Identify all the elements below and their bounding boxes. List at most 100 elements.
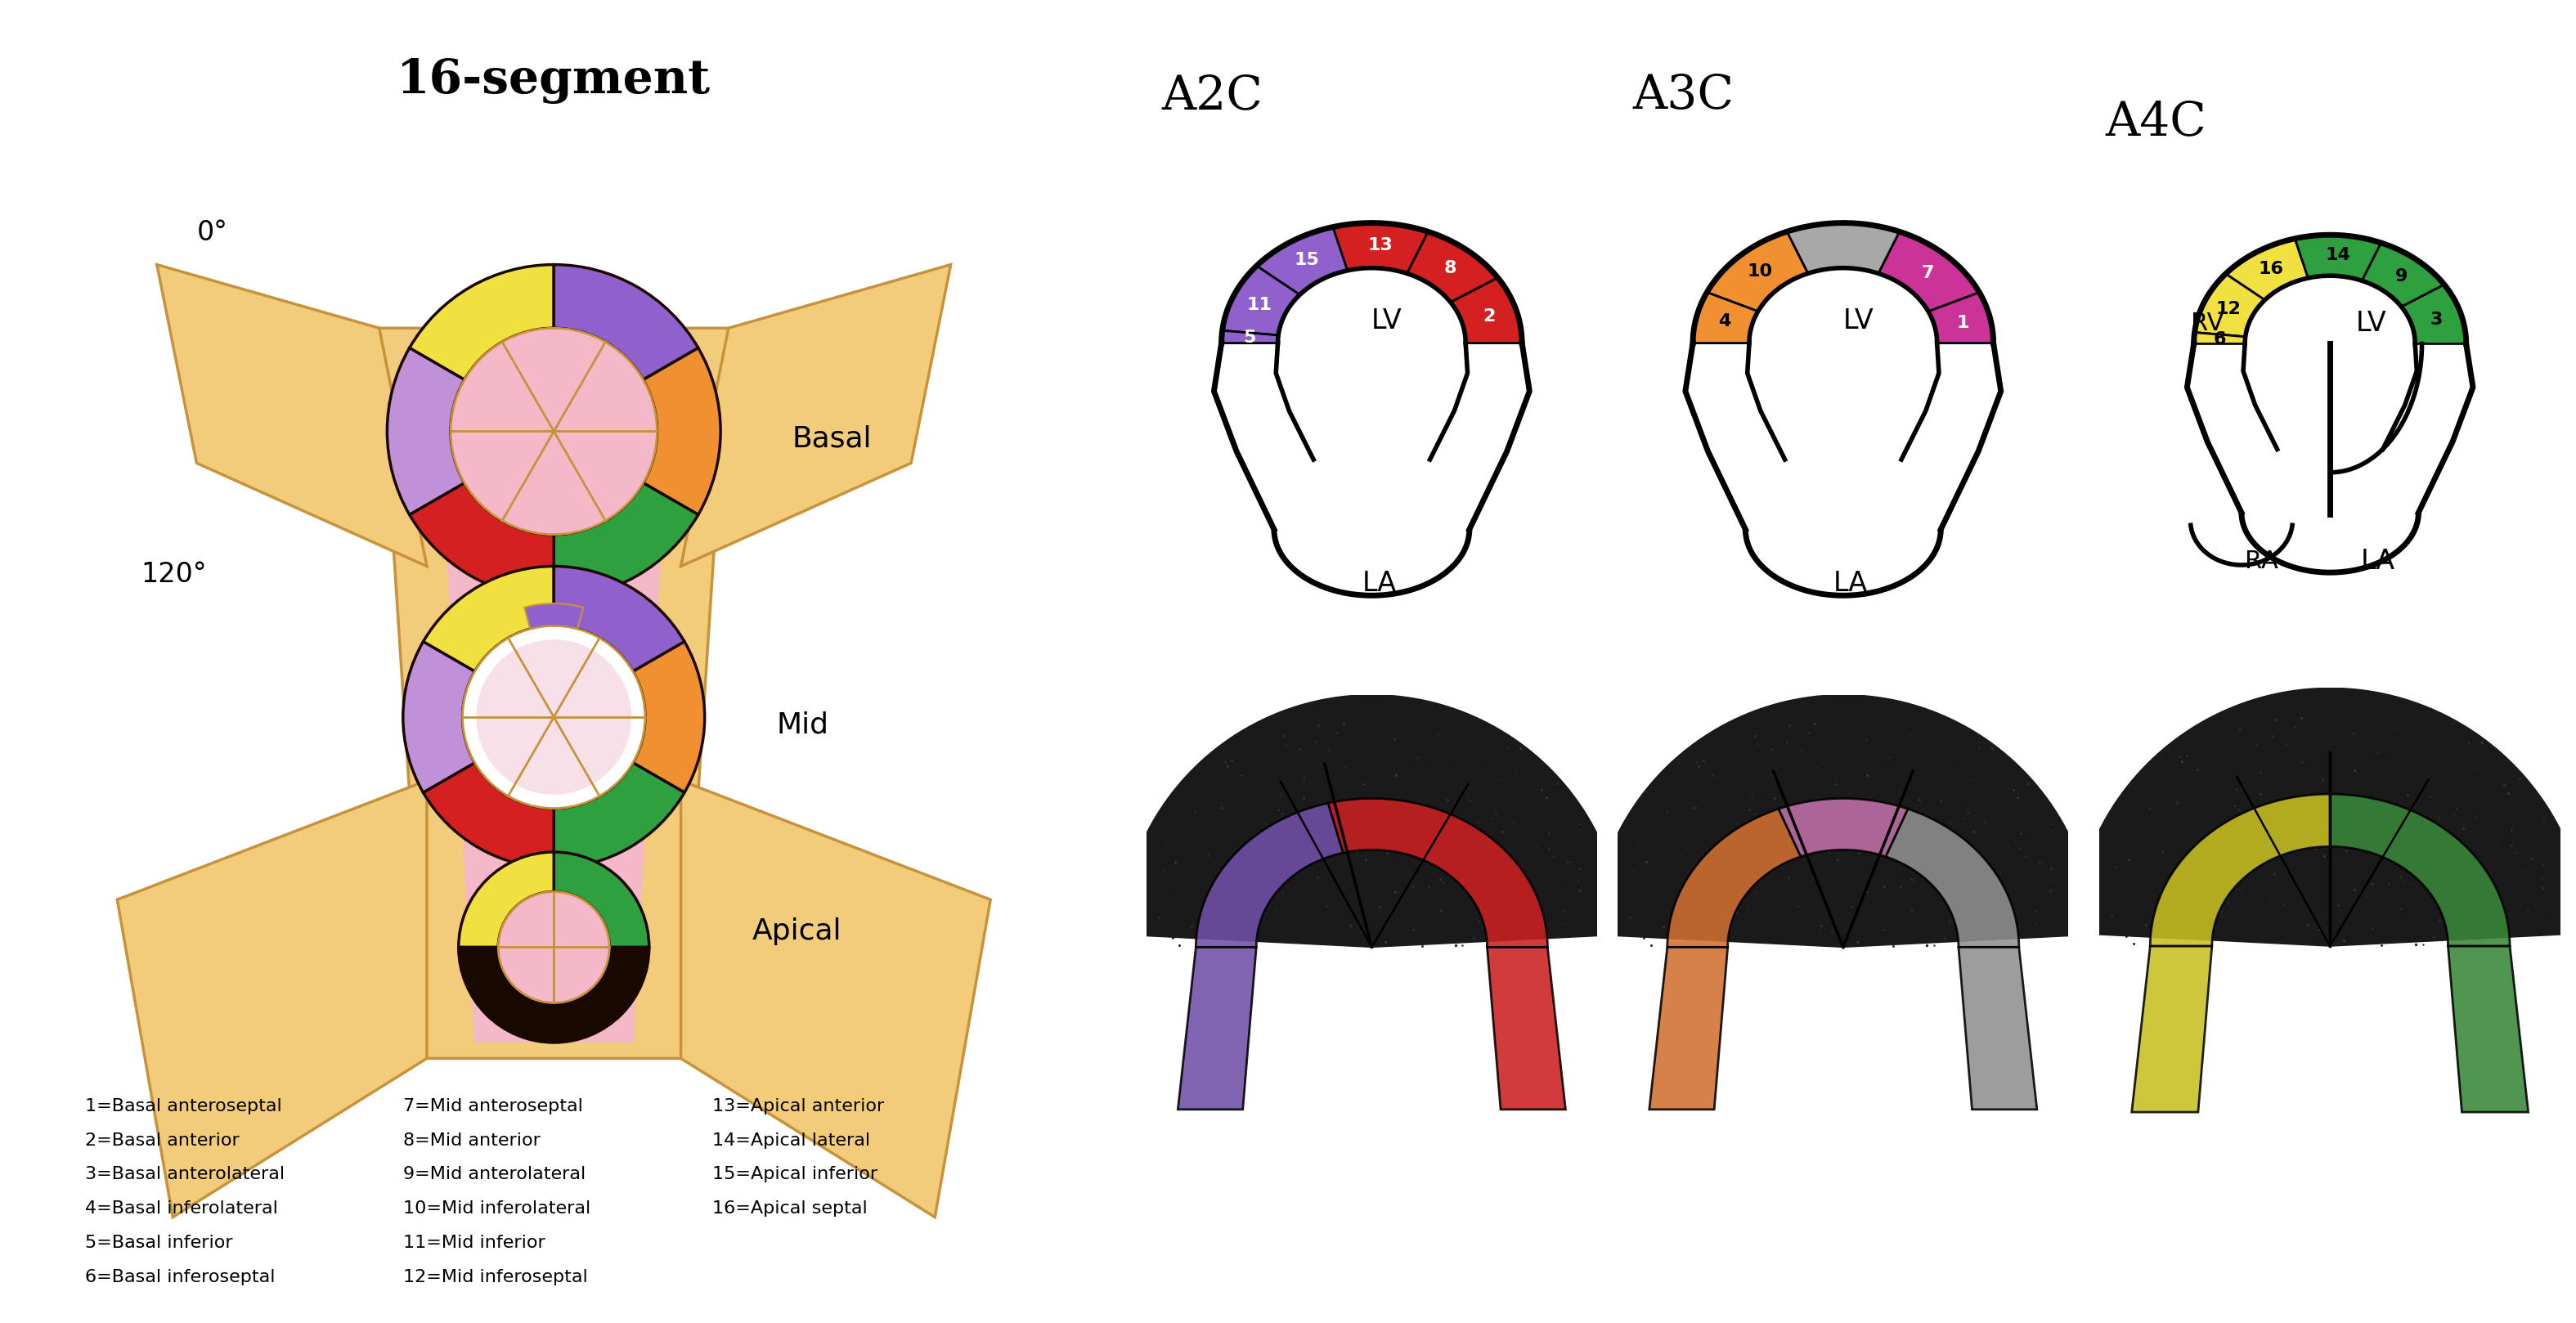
Polygon shape: [1667, 808, 1801, 947]
Wedge shape: [554, 762, 685, 868]
Polygon shape: [2401, 284, 2465, 344]
Text: 5=Basal inferior: 5=Basal inferior: [85, 1234, 234, 1252]
Wedge shape: [554, 852, 649, 947]
Wedge shape: [459, 947, 649, 1043]
Text: 15=Apical inferior: 15=Apical inferior: [714, 1167, 878, 1183]
Text: 10=Mid inferolateral: 10=Mid inferolateral: [402, 1200, 590, 1217]
Polygon shape: [1121, 695, 1623, 947]
Text: 14: 14: [2326, 247, 2349, 263]
Text: 14=Apical lateral: 14=Apical lateral: [714, 1132, 871, 1148]
Text: 12: 12: [2215, 302, 2241, 318]
Wedge shape: [634, 642, 706, 792]
Polygon shape: [1195, 803, 1342, 947]
Polygon shape: [435, 344, 672, 1043]
Wedge shape: [554, 483, 698, 598]
Circle shape: [497, 892, 611, 1003]
Text: 1: 1: [1955, 315, 1968, 331]
Text: 16: 16: [2259, 261, 2285, 277]
Text: 120°: 120°: [142, 561, 206, 587]
Circle shape: [451, 328, 657, 534]
Text: 7: 7: [1922, 265, 1935, 280]
Text: 9: 9: [2396, 267, 2409, 284]
Text: 6: 6: [2213, 331, 2226, 348]
Text: 4=Basal inferolateral: 4=Basal inferolateral: [85, 1200, 278, 1217]
Text: 3: 3: [2429, 311, 2442, 328]
Text: 16=Apical septal: 16=Apical septal: [714, 1200, 868, 1217]
Polygon shape: [1450, 278, 1522, 343]
Polygon shape: [1332, 222, 1427, 274]
Wedge shape: [422, 762, 554, 868]
Text: A2C: A2C: [1162, 73, 1262, 119]
Wedge shape: [422, 566, 554, 672]
Text: 15: 15: [1293, 253, 1319, 269]
Text: 11: 11: [1247, 296, 1273, 314]
Text: LV: LV: [1842, 307, 1873, 333]
Text: Mid: Mid: [775, 710, 829, 738]
Polygon shape: [2133, 946, 2213, 1113]
Polygon shape: [1886, 808, 2020, 947]
Text: 12=Mid inferoseptal: 12=Mid inferoseptal: [402, 1269, 587, 1285]
Polygon shape: [1177, 947, 1257, 1110]
Polygon shape: [1329, 799, 1548, 947]
Polygon shape: [1692, 292, 1757, 343]
Text: LA: LA: [1363, 570, 1396, 597]
Polygon shape: [157, 265, 428, 566]
Polygon shape: [2331, 794, 2509, 946]
Wedge shape: [410, 265, 554, 380]
Text: LA: LA: [1834, 570, 1868, 597]
Polygon shape: [1708, 232, 1808, 311]
Wedge shape: [402, 642, 474, 792]
Wedge shape: [386, 348, 464, 515]
Text: 9=Mid anterolateral: 9=Mid anterolateral: [402, 1167, 585, 1183]
Text: RA: RA: [2246, 550, 2280, 573]
Polygon shape: [1406, 232, 1497, 302]
Polygon shape: [2226, 238, 2308, 300]
Wedge shape: [554, 566, 685, 672]
Polygon shape: [680, 265, 951, 566]
Polygon shape: [2151, 794, 2331, 946]
Text: 11=Mid inferior: 11=Mid inferior: [402, 1234, 546, 1252]
Polygon shape: [2195, 332, 2246, 344]
Polygon shape: [1257, 228, 1347, 295]
Text: 16-segment: 16-segment: [397, 58, 711, 105]
Polygon shape: [2362, 243, 2445, 307]
Text: 2: 2: [1484, 308, 1497, 324]
Circle shape: [464, 626, 644, 808]
Text: LA: LA: [2360, 548, 2396, 576]
Text: 8=Mid anterior: 8=Mid anterior: [402, 1132, 541, 1148]
Polygon shape: [2295, 235, 2380, 280]
Polygon shape: [1878, 232, 1978, 311]
Text: 13: 13: [1368, 238, 1394, 254]
Text: 0°: 0°: [196, 220, 227, 246]
Polygon shape: [379, 328, 729, 1058]
Text: LV: LV: [1370, 307, 1401, 333]
Text: 3=Basal anterolateral: 3=Basal anterolateral: [85, 1167, 286, 1183]
Circle shape: [477, 639, 631, 795]
Text: A3C: A3C: [1633, 73, 1734, 119]
Polygon shape: [1777, 799, 1909, 857]
Polygon shape: [1649, 947, 1728, 1110]
Wedge shape: [410, 483, 554, 598]
Polygon shape: [1221, 331, 1278, 343]
Polygon shape: [116, 781, 428, 1217]
Polygon shape: [1486, 947, 1566, 1110]
Text: 13=Apical anterior: 13=Apical anterior: [714, 1098, 884, 1114]
Polygon shape: [2071, 688, 2576, 946]
Text: 10: 10: [1747, 263, 1772, 280]
Polygon shape: [2447, 946, 2527, 1113]
Text: 1: 1: [1234, 388, 1247, 404]
Text: 7=Mid anteroseptal: 7=Mid anteroseptal: [402, 1098, 582, 1114]
Polygon shape: [2195, 274, 2264, 336]
Text: Apical: Apical: [752, 917, 842, 945]
Text: RV: RV: [2190, 311, 2223, 335]
Polygon shape: [1958, 947, 2038, 1110]
Text: LV: LV: [2354, 310, 2385, 337]
Text: 5: 5: [1244, 329, 1257, 347]
Text: Basal: Basal: [791, 425, 871, 452]
Text: 4: 4: [1718, 314, 1731, 329]
Wedge shape: [644, 348, 721, 515]
Polygon shape: [1929, 292, 1994, 343]
Text: 6=Basal inferoseptal: 6=Basal inferoseptal: [85, 1269, 276, 1285]
Polygon shape: [680, 781, 992, 1217]
Polygon shape: [1592, 695, 2094, 947]
